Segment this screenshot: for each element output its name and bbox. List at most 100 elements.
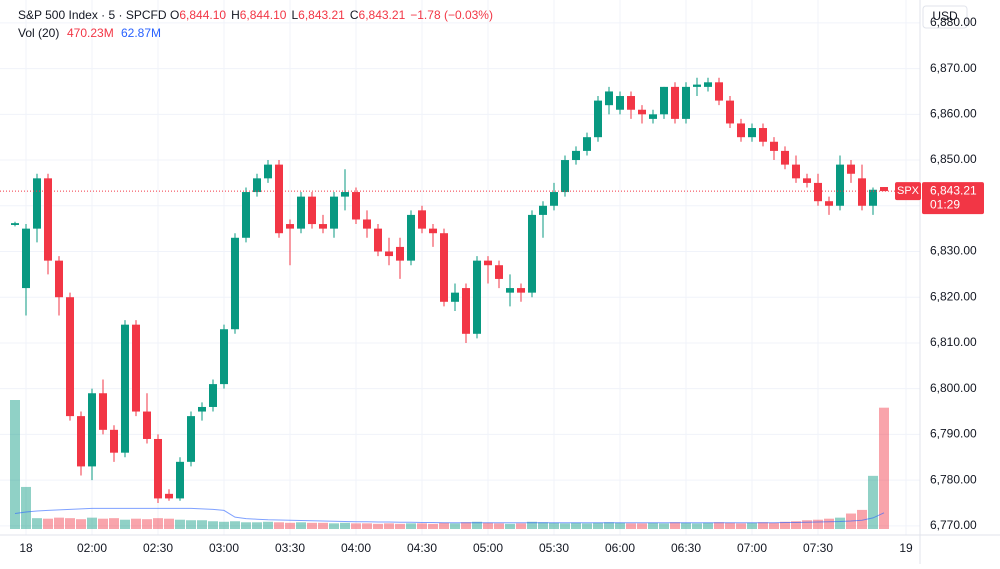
candle-body [737, 123, 745, 138]
candle-body [682, 86, 690, 119]
candle-body [517, 288, 525, 293]
legend-symbol: S&P 500 Index · 5 · SPCFD [18, 8, 167, 22]
volume-bar [615, 522, 625, 529]
candle-body [418, 210, 426, 229]
x-tick-label: 07:30 [803, 541, 833, 555]
candle-body [33, 178, 41, 229]
candle-body [671, 86, 679, 119]
volume-bar [824, 518, 834, 529]
legend-value: −1.78 (−0.03%) [410, 8, 493, 22]
volume-bar [780, 521, 790, 529]
volume-bar [98, 518, 108, 529]
volume-bar [318, 522, 328, 529]
candle-body [528, 214, 536, 293]
volume-bar [274, 522, 284, 529]
volume-bar [472, 521, 482, 529]
volume-bar [43, 518, 53, 529]
candle-body [77, 416, 85, 467]
legend-key: O [170, 8, 179, 22]
candle-body [869, 189, 877, 206]
candle-body [44, 178, 52, 261]
candle-body [88, 393, 96, 467]
volume-bar [868, 475, 878, 529]
volume-bar [362, 523, 372, 529]
candle-body [308, 196, 316, 225]
x-tick-label: 03:30 [275, 541, 305, 555]
candle-body [231, 237, 239, 330]
candle-body [429, 228, 437, 234]
volume-bar [791, 521, 801, 529]
x-tick-label: 05:00 [473, 541, 503, 555]
candle-body [55, 260, 63, 298]
volume-bar [120, 519, 130, 529]
candle-body [319, 224, 327, 229]
volume-bar [142, 519, 152, 529]
volume-bar [76, 519, 86, 529]
volume-bar [582, 523, 592, 529]
candle-body [143, 411, 151, 439]
candle-body [539, 205, 547, 215]
volume-bar [681, 522, 691, 529]
price-tag-symbol: SPX [897, 185, 920, 197]
volume-ma: 62.87M [121, 26, 161, 40]
y-tick-label: 6,870.00 [930, 61, 977, 75]
currency[interactable]: USD [932, 9, 958, 23]
volume-bar [340, 522, 350, 529]
candle-body [781, 150, 789, 165]
volume-bar [263, 521, 273, 529]
volume-bar [219, 521, 229, 529]
legend-value: 6,843.21 [298, 8, 345, 22]
volume-bar [65, 518, 75, 529]
y-tick-label: 6,830.00 [930, 244, 977, 258]
candle-body [715, 82, 723, 101]
volume-bar [725, 522, 735, 529]
volume-name: Vol (20) [18, 26, 59, 40]
candle-body [572, 150, 580, 161]
volume-bar [307, 522, 317, 529]
volume-bar [230, 521, 240, 529]
candles [11, 77, 888, 503]
currency-button[interactable] [922, 5, 968, 29]
y-tick-label: 6,780.00 [930, 472, 977, 486]
volume-bar [802, 520, 812, 529]
candle-body [462, 288, 470, 334]
candle-body [66, 297, 74, 417]
candle-body [561, 160, 569, 193]
candle-body [187, 416, 195, 462]
candle-body [627, 96, 635, 110]
candle-body [209, 384, 217, 407]
x-tick-label: 02:00 [77, 541, 107, 555]
legend-key: H [231, 8, 240, 22]
volume-bar [637, 523, 647, 529]
volume-bar [175, 519, 185, 529]
candle-body [594, 100, 602, 138]
candle-body [451, 292, 459, 302]
candle-body [506, 288, 514, 293]
volume-bar [857, 509, 867, 529]
volume-bar [186, 520, 196, 529]
candle-body [363, 219, 371, 229]
candle-body [165, 493, 173, 499]
volume-bar [604, 522, 614, 529]
candle-body [22, 228, 30, 289]
candle-body [341, 192, 349, 197]
volume-bar [549, 522, 559, 529]
candle-body [770, 141, 778, 151]
candle-body [484, 260, 492, 266]
volume-bar [626, 523, 636, 529]
price-tag-price: 6,843.21 [930, 183, 977, 197]
volume-bar [373, 523, 383, 529]
volume-bar [879, 407, 889, 529]
candle-body [759, 128, 767, 142]
y-tick-label: 6,790.00 [930, 427, 977, 441]
candle-body [352, 192, 360, 220]
candle-body [704, 82, 712, 87]
volume-bar [516, 523, 526, 529]
price-tag-box [922, 182, 984, 215]
volume-bar [769, 522, 779, 529]
volume-bar [428, 523, 438, 529]
volume-bar [593, 522, 603, 529]
volume-bar [758, 522, 768, 529]
volume-bar [538, 522, 548, 529]
